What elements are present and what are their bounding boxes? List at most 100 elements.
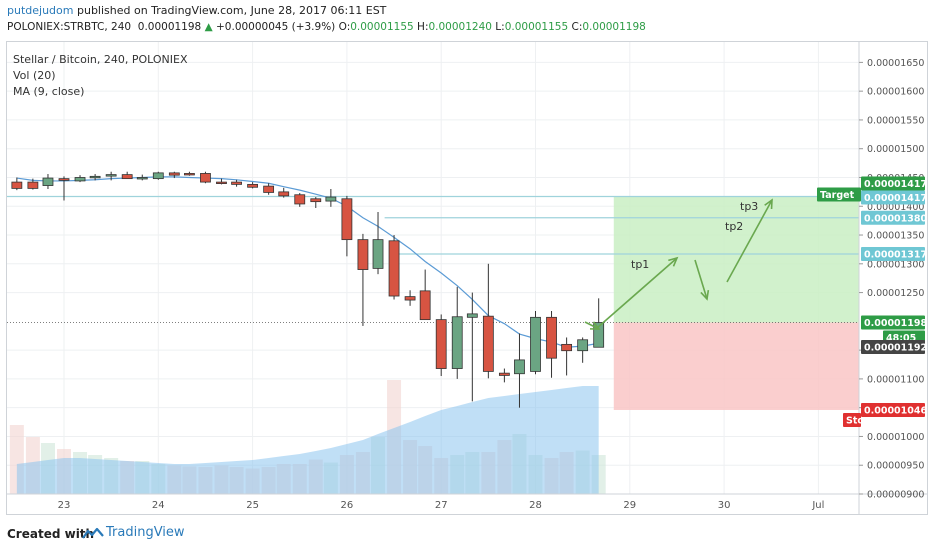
candle-body	[42, 177, 54, 186]
y-tick-label: 0.00001350	[867, 231, 924, 242]
y-tick-label: 0.00000950	[867, 461, 924, 472]
price-chart[interactable]: tp1 tp2 tp3 0.00001650 0.00001600 0.00001550 0…	[7, 42, 927, 514]
candle-body	[136, 177, 148, 180]
ohlc-line: POLONIEX:STRBTC, 240 0.00001198 ▲ +0.000…	[7, 21, 646, 33]
candle-body	[372, 239, 384, 269]
chart-container[interactable]: tp1 tp2 tp3 0.00001650 0.00001600 0.00001550 0…	[6, 41, 928, 515]
low-label: L:	[495, 21, 505, 33]
ma-price-tag: 0.00001192	[864, 342, 927, 353]
tradingview-logo-icon	[82, 527, 104, 539]
candle-body	[11, 181, 23, 189]
y-tick-label: 0.00001600	[867, 87, 924, 98]
legend-ma[interactable]: MA (9, close)	[13, 85, 85, 98]
candle-body	[263, 185, 275, 193]
candle-body	[577, 339, 589, 352]
published-text: published on TradingView.com, June 28, 2…	[76, 4, 387, 17]
candle-body	[231, 181, 242, 185]
candle-body	[325, 196, 337, 202]
candle-body	[482, 315, 494, 372]
x-tick-label: 29	[623, 500, 636, 511]
footer: Created with TradingView	[0, 516, 932, 550]
candle-body	[200, 173, 211, 183]
legend-volume[interactable]: Vol (20)	[13, 69, 56, 82]
candle-body	[561, 343, 573, 352]
arrow-entry-head	[589, 321, 601, 330]
stop-label-tag: Sto	[846, 415, 864, 426]
y-tick-label: 0.00000900	[867, 490, 924, 501]
countdown-tag: 48:05	[886, 333, 916, 344]
candle-body	[89, 175, 101, 179]
candle-body	[278, 191, 290, 197]
hline-price-tag-2-bg	[861, 210, 925, 225]
candle-body	[105, 174, 117, 177]
candle-body	[419, 290, 431, 321]
y-tick-label: 0.00001550	[867, 115, 924, 126]
hline-price-tag-3-bg	[861, 247, 925, 262]
candle-body	[216, 181, 227, 184]
candle-body	[247, 183, 259, 188]
candle-body	[451, 316, 463, 369]
stop-label-tag-bg	[843, 412, 861, 427]
candle-body	[404, 296, 416, 301]
candle-body	[168, 172, 180, 176]
arrow-tp3	[726, 199, 773, 283]
close-value: 0.00001198	[582, 21, 646, 33]
candle-body	[310, 198, 322, 203]
tradingview-brand[interactable]: TradingView	[106, 525, 185, 540]
stop-price-tag-bg	[861, 402, 925, 417]
x-tick-label: 30	[718, 500, 731, 511]
candle-body	[514, 359, 525, 375]
last-price-tag-bg	[861, 315, 925, 330]
change-value: +0.00000045 (+3.9%)	[216, 21, 336, 33]
candle-body	[435, 319, 447, 369]
last-price: 0.00001198	[137, 21, 202, 33]
candle-body	[530, 316, 541, 372]
low-value: 0.00001155	[504, 21, 569, 33]
annotation-tp3: tp3	[740, 200, 758, 213]
created-with-text: Created with	[7, 527, 95, 541]
target-price-tag: 0.00001417	[864, 179, 927, 190]
symbol-label: POLONIEX:STRBTC, 240	[7, 21, 132, 33]
annotation-tp2: tp2	[725, 220, 743, 233]
candle-body	[184, 173, 195, 176]
hline-price-tag-2: 0.00001380	[864, 213, 927, 224]
x-tick-label: 27	[435, 500, 448, 511]
candle-body	[498, 372, 510, 376]
candle-body	[388, 240, 400, 297]
open-value: 0.00001155	[350, 21, 414, 33]
arrow-tp1	[596, 257, 678, 329]
annotation-tp1: tp1	[631, 258, 649, 271]
candle-body	[341, 198, 353, 241]
target-label-tag: Target	[820, 190, 855, 201]
chart-legend: Stellar / Bitcoin, 240, POLONIEX Vol (20…	[13, 52, 188, 100]
x-tick-label: 28	[529, 500, 542, 511]
x-tick-label: 23	[58, 500, 71, 511]
y-tick-label: 0.00001250	[867, 288, 924, 299]
high-label: H:	[417, 21, 429, 33]
target-label-tag-bg	[817, 187, 861, 202]
target-price-tag-bg	[861, 176, 925, 191]
header-bar: putdejudom published on TradingView.com,…	[0, 0, 932, 40]
candle-body	[357, 239, 369, 270]
last-price-tag: 0.00001198	[864, 318, 927, 329]
author-link[interactable]: putdejudom	[7, 4, 74, 17]
close-label: C:	[571, 21, 583, 33]
candle-body	[152, 172, 164, 180]
y-tick-label: 0.00001650	[867, 58, 924, 69]
arrow-pullback-head	[700, 289, 710, 301]
legend-title: Stellar / Bitcoin, 240, POLONIEX	[13, 53, 188, 66]
arrow-pullback	[694, 259, 708, 300]
open-label: O:	[338, 21, 351, 33]
publish-line: putdejudom published on TradingView.com,…	[7, 4, 386, 17]
y-tick-label: 0.00001000	[867, 432, 924, 443]
candle-body	[546, 316, 557, 359]
stop-zone	[613, 322, 859, 410]
x-tick-label: 24	[152, 500, 165, 511]
ma-line	[16, 176, 599, 348]
ma-price-tag-bg	[861, 339, 925, 354]
stop-price-tag: 0.00001046	[864, 405, 927, 416]
y-tick-label: 0.00001300	[867, 259, 924, 270]
high-value: 0.00001240	[428, 21, 492, 33]
candle-body	[74, 177, 86, 182]
arrow-tp1-head	[668, 256, 679, 267]
